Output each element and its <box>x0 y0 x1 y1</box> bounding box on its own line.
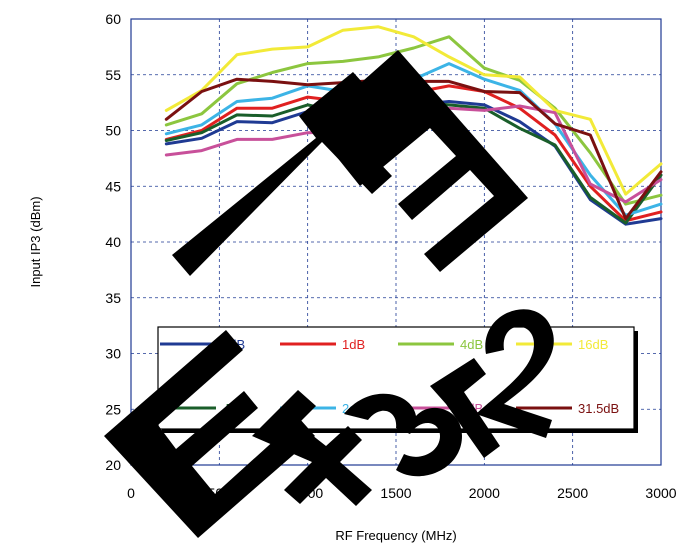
watermark-letter-e <box>104 330 315 538</box>
y-axis-label: Input IP3 (dBm) <box>28 196 43 287</box>
y-tick-label: 60 <box>105 11 121 27</box>
x-tick-label: 2000 <box>469 485 500 501</box>
y-tick-label: 40 <box>105 234 121 250</box>
legend-label: 31.5dB <box>578 401 619 416</box>
legend-shadow-bottom <box>162 429 638 433</box>
y-tick-label: 55 <box>105 67 121 83</box>
watermark-digit-4 <box>252 390 372 506</box>
y-tick-label: 35 <box>105 290 121 306</box>
x-tick-label: 0 <box>127 485 135 501</box>
x-axis-label: RF Frequency (MHz) <box>335 528 456 543</box>
y-tick-label: 25 <box>105 401 121 417</box>
plot-frame <box>130 18 662 466</box>
y-tick-label: 30 <box>105 346 121 362</box>
series-line-16dB <box>164 25 663 196</box>
y-tick-labels: 20 25 30 35 40 45 50 55 60 <box>105 11 121 473</box>
x-tick-label: 1500 <box>380 485 411 501</box>
y-tick-label: 20 <box>105 457 121 473</box>
x-tick-label: 2500 <box>557 485 588 501</box>
watermark-digit-1 <box>430 358 500 458</box>
watermark-digit-3 <box>344 393 462 477</box>
y-tick-label: 45 <box>105 178 121 194</box>
x-tick-label: 3000 <box>645 485 676 501</box>
y-tick-label: 50 <box>105 123 121 139</box>
watermark <box>104 50 554 538</box>
legend-label: 4dB <box>460 337 483 352</box>
legend-label: 1dB <box>342 337 365 352</box>
legend-label: 16dB <box>578 337 608 352</box>
watermark-digit-2 <box>476 309 554 438</box>
watermark-letter-e2 <box>312 50 528 272</box>
legend-shadow-right <box>634 331 638 433</box>
